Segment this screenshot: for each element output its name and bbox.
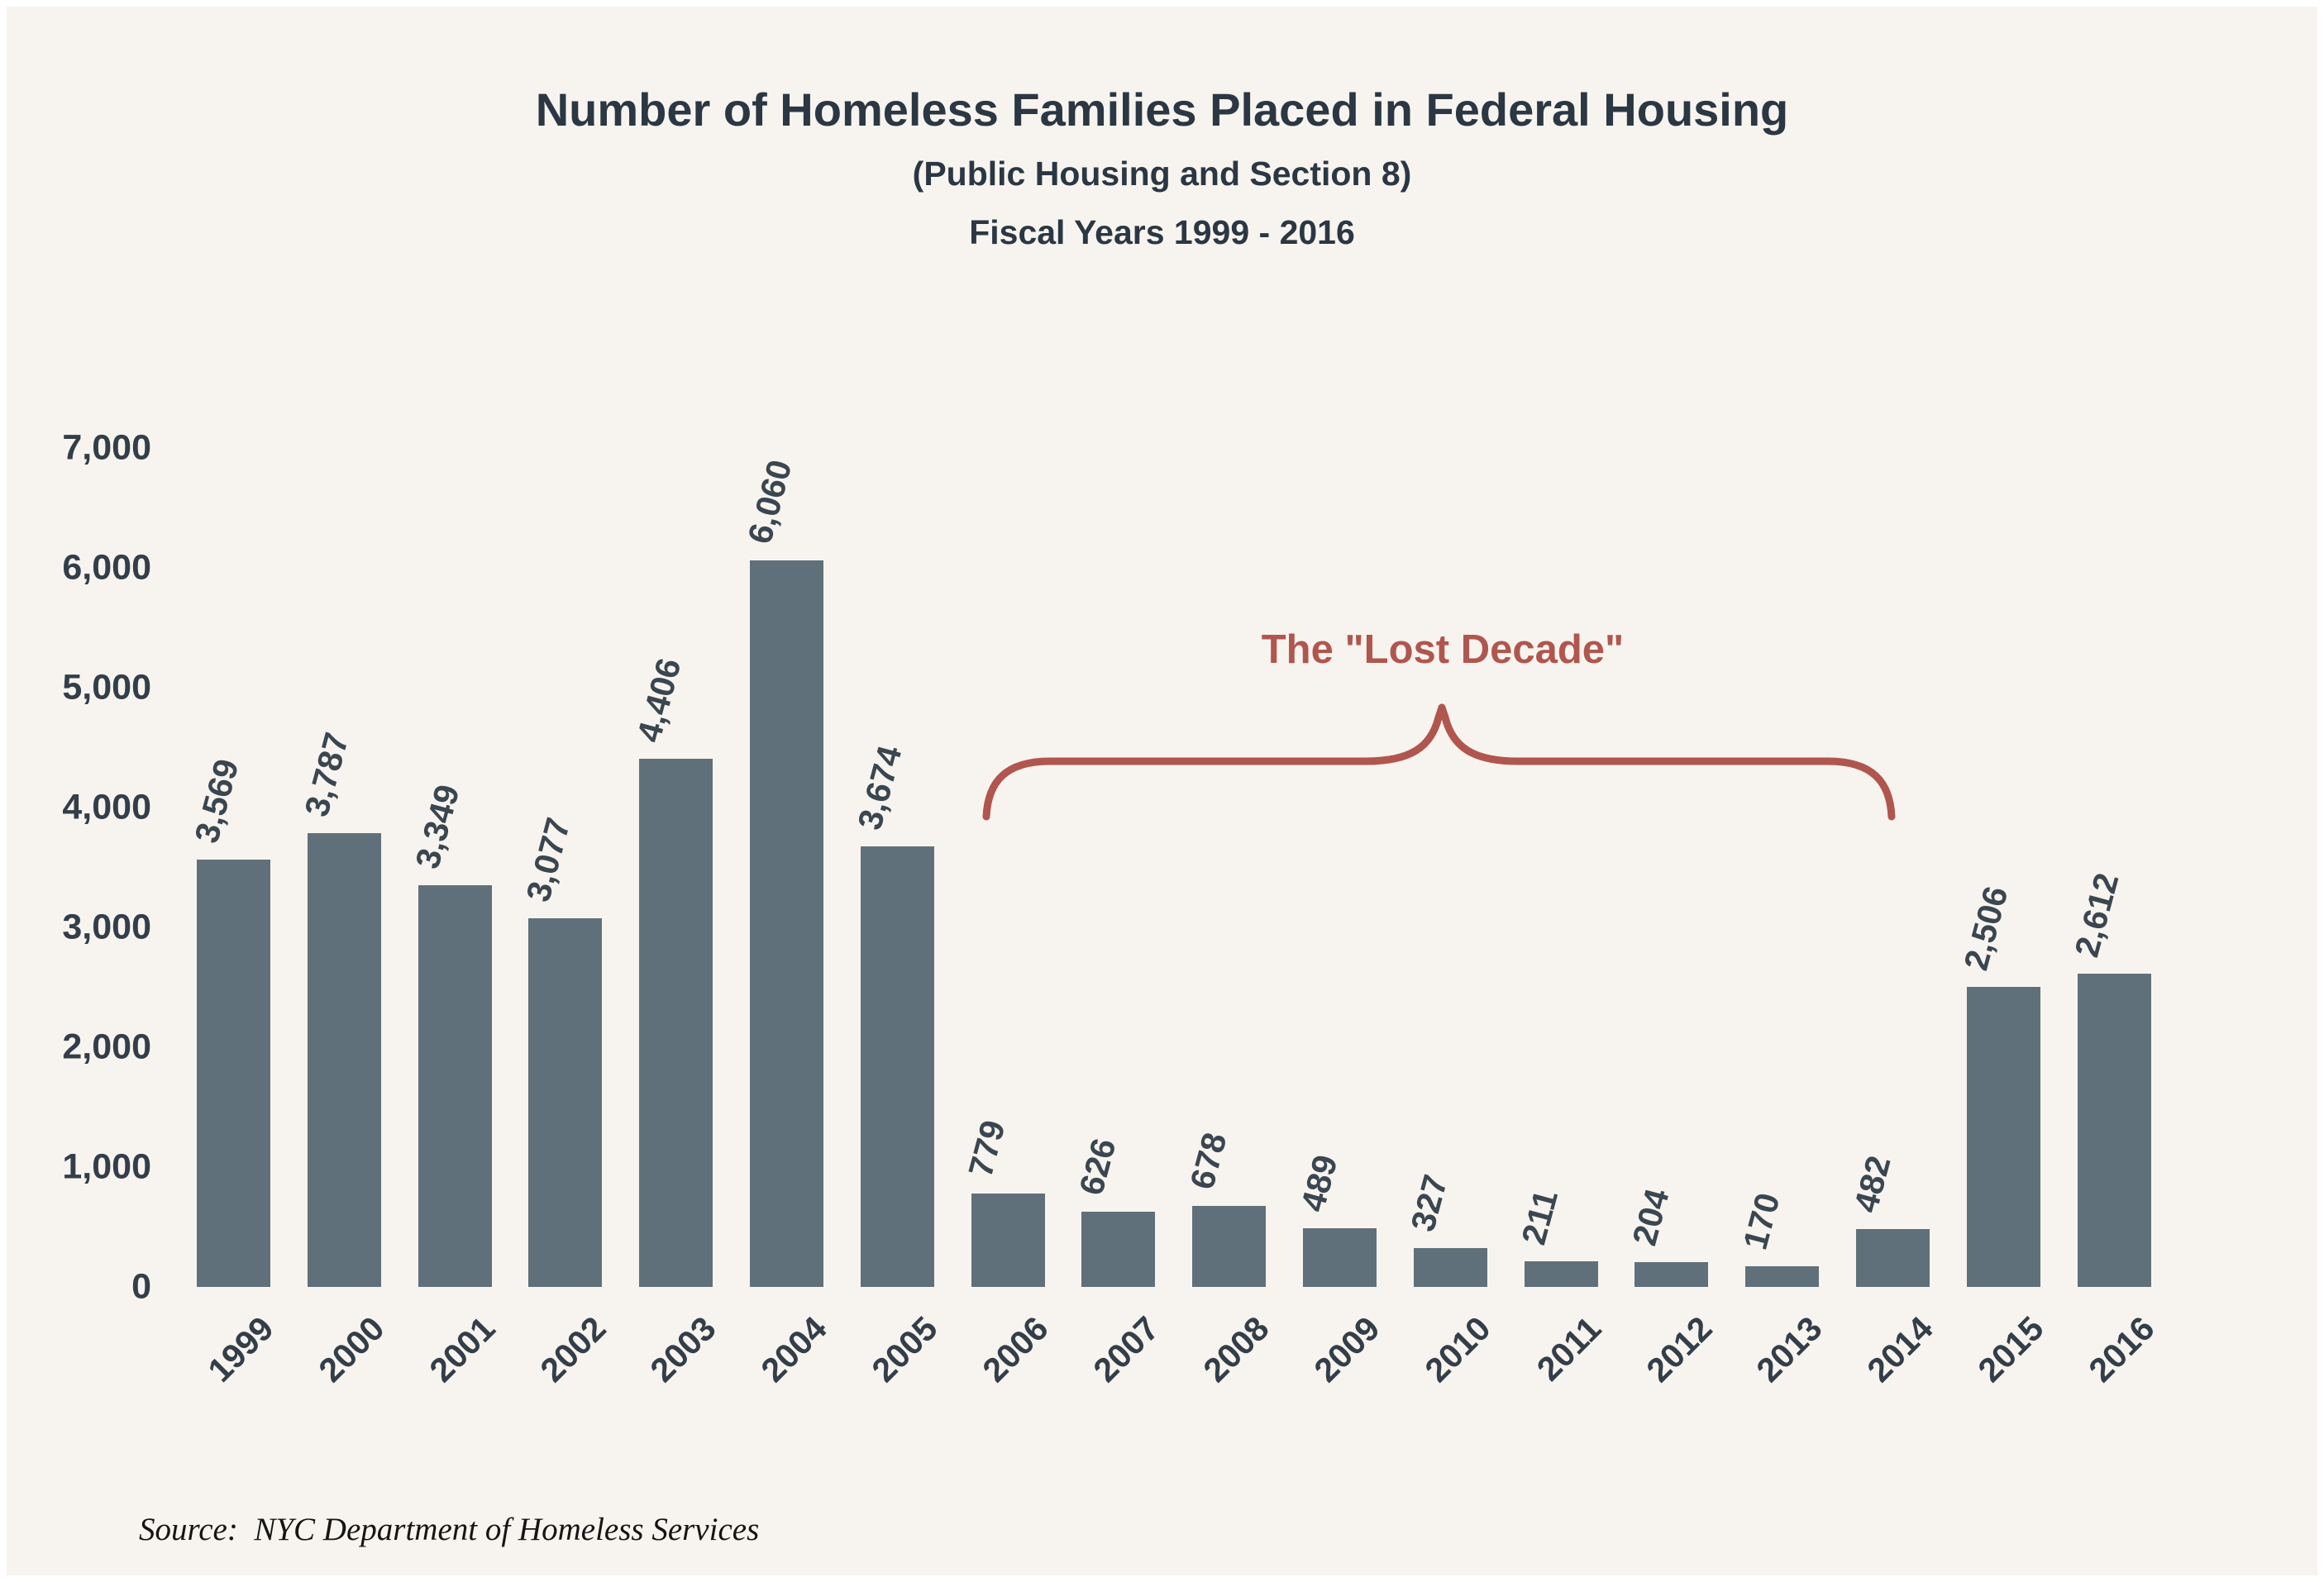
bar-1999	[197, 859, 270, 1287]
x-tick-label: 2016	[2081, 1308, 2162, 1389]
x-tick-label: 2001	[422, 1308, 503, 1389]
x-tick-label: 2012	[1639, 1308, 1720, 1389]
lost-decade-annotation: The "Lost Decade"	[1261, 627, 1625, 672]
bar-2006	[971, 1194, 1045, 1287]
bar-2003	[639, 759, 713, 1287]
x-tick-label: 2015	[1970, 1308, 2051, 1389]
bar-2009	[1303, 1228, 1377, 1287]
x-tick-label: 2000	[311, 1308, 392, 1389]
bar-value-label: 2,612	[2067, 869, 2126, 961]
bar-value-label: 3,674	[850, 741, 909, 834]
bar-value-label: 3,349	[408, 780, 467, 873]
bar-value-label: 204	[1625, 1184, 1677, 1250]
x-tick-label: 2014	[1859, 1308, 1940, 1389]
bar-2007	[1081, 1212, 1156, 1287]
x-tick-label: 2003	[643, 1308, 724, 1389]
y-tick-label: 3,000	[62, 907, 151, 947]
bar-2016	[2077, 974, 2151, 1287]
bar-2011	[1524, 1261, 1598, 1287]
y-tick-label: 0	[131, 1266, 151, 1307]
bar-value-label: 3,077	[518, 813, 578, 906]
y-tick-label: 2,000	[62, 1027, 151, 1067]
x-tick-label: 2005	[864, 1308, 945, 1389]
chart-title: Number of Homeless Families Placed in Fe…	[535, 83, 1789, 136]
bar-value-label: 3,569	[186, 754, 246, 847]
x-tick-label: 2006	[975, 1308, 1056, 1389]
y-tick-label: 6,000	[62, 547, 151, 588]
chart-subtitle: (Public Housing and Section 8)	[912, 155, 1412, 193]
x-tick-label: 2010	[1417, 1308, 1498, 1389]
y-tick-label: 7,000	[62, 427, 151, 468]
y-tick-label: 1,000	[62, 1146, 151, 1187]
bar-2000	[307, 832, 381, 1287]
x-tick-label: 2007	[1086, 1308, 1167, 1389]
bar-value-label: 6,060	[739, 455, 799, 548]
y-tick-label: 4,000	[62, 787, 151, 827]
title-block: Number of Homeless Families Placed in Fe…	[0, 83, 2324, 252]
chart-subtitle-years: Fiscal Years 1999 - 2016	[969, 213, 1355, 251]
bar-value-label: 779	[961, 1116, 1013, 1181]
source-note: Source: NYC Department of Homeless Servi…	[139, 1512, 760, 1547]
x-tick-label: 2004	[753, 1308, 834, 1389]
x-tick-label: 2002	[532, 1308, 613, 1389]
bar-value-label: 211	[1514, 1186, 1566, 1249]
x-tick-label: 2013	[1749, 1308, 1830, 1389]
bar-2001	[418, 885, 492, 1287]
bar-value-label: 327	[1403, 1170, 1455, 1236]
bar-value-label: 482	[1845, 1151, 1898, 1217]
y-tick-label: 5,000	[62, 667, 151, 708]
bar-2015	[1966, 986, 2040, 1287]
bar-value-label: 4,406	[629, 654, 689, 746]
bar-2010	[1413, 1247, 1487, 1287]
bar-value-label: 678	[1182, 1128, 1234, 1194]
bar-value-label: 2,506	[1956, 882, 2016, 974]
bar-2002	[528, 917, 603, 1287]
bar-2008	[1192, 1205, 1267, 1287]
bar-2014	[1856, 1229, 1930, 1287]
x-tick-label: 2009	[1306, 1308, 1387, 1389]
bar-value-label: 626	[1071, 1134, 1124, 1199]
bar-2013	[1745, 1266, 1820, 1287]
bar-2005	[860, 846, 934, 1287]
bar-value-label: 170	[1735, 1189, 1787, 1254]
x-tick-label: 2008	[1196, 1308, 1277, 1389]
x-tick-label: 2011	[1529, 1308, 1609, 1389]
bar-2004	[750, 560, 823, 1287]
x-tick-label: 1999	[200, 1308, 281, 1389]
bar-2012	[1634, 1262, 1709, 1287]
bar-value-label: 489	[1292, 1151, 1345, 1216]
bar-value-label: 3,787	[297, 728, 356, 821]
